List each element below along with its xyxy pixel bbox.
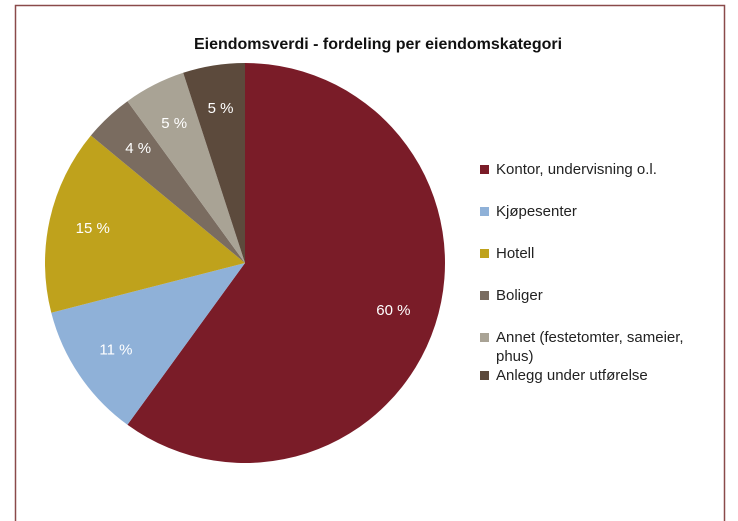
data-label: 11 % xyxy=(99,342,132,359)
data-label: 60 % xyxy=(376,302,410,319)
data-label: 5 % xyxy=(161,115,187,132)
pie-slice xyxy=(127,72,245,263)
legend-label: Hotell xyxy=(496,245,535,262)
pie-slice xyxy=(51,263,245,425)
legend-item: Hotell xyxy=(480,244,695,263)
data-label: 4 % xyxy=(125,140,151,157)
legend-label: Boliger xyxy=(496,287,543,304)
legend-swatch xyxy=(480,165,489,174)
legend-label: Kjøpesenter xyxy=(496,203,577,220)
pie-slice xyxy=(183,63,245,263)
legend-swatch xyxy=(480,249,489,258)
legend-swatch xyxy=(480,291,489,300)
legend-item: Kjøpesenter xyxy=(480,202,695,221)
chart-title: Eiendomsverdi - fordeling per eiendomska… xyxy=(194,36,562,53)
pie: 60 % 11 % 15 % 4 % 5 % 5 % xyxy=(45,63,446,463)
legend-swatch xyxy=(480,371,489,380)
legend: Kontor, undervisning o.l. Kjøpesenter Hote… xyxy=(480,160,695,408)
legend-label: Anlegg under utførelse xyxy=(496,367,648,384)
legend-swatch xyxy=(480,207,489,216)
data-label: 5 % xyxy=(208,100,234,117)
pie-slice xyxy=(45,135,246,313)
legend-item: Anlegg under utførelse xyxy=(480,366,695,385)
legend-item: Annet (festetomter, sameier, phus) xyxy=(480,328,695,366)
legend-label: Kontor, undervisning o.l. xyxy=(496,161,657,178)
legend-item: Boliger xyxy=(480,286,695,305)
data-label: 15 % xyxy=(76,220,110,237)
pie-slice xyxy=(90,101,245,264)
pie-slice xyxy=(127,63,446,463)
legend-item: Kontor, undervisning o.l. xyxy=(480,160,695,179)
legend-swatch xyxy=(480,333,489,342)
legend-label: Annet (festetomter, sameier, phus) xyxy=(496,329,684,365)
